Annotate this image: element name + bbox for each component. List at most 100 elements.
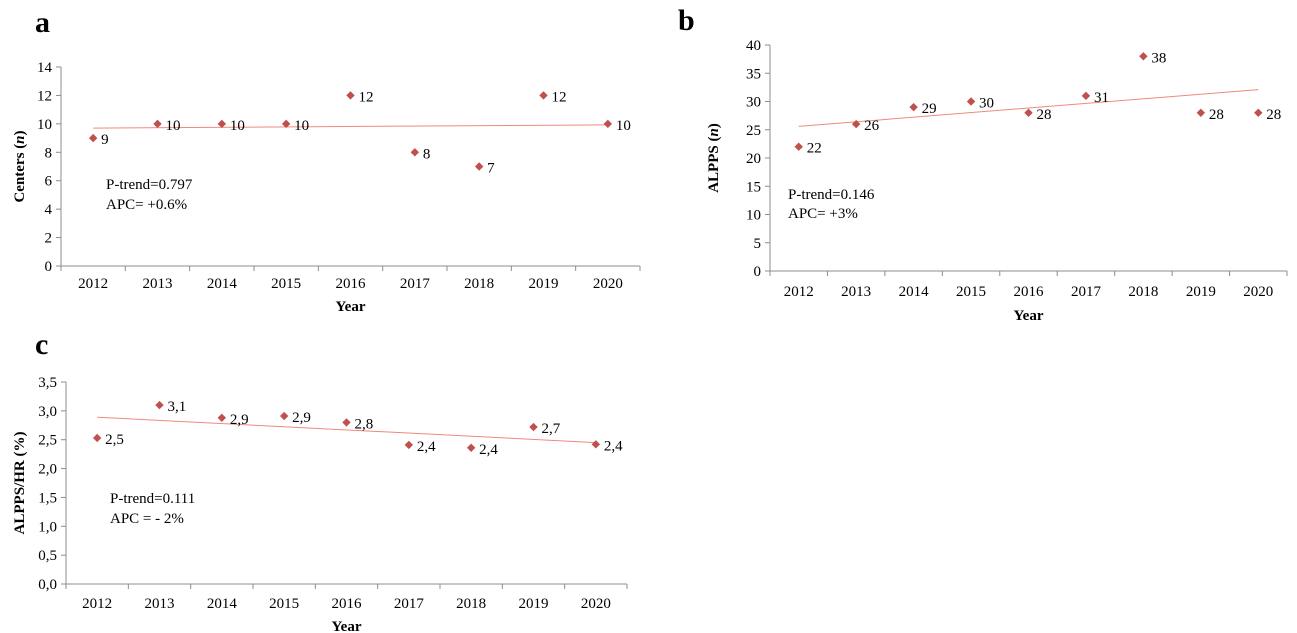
- x-tick-label: 2012: [78, 276, 108, 292]
- y-tick-label: 20: [746, 151, 761, 167]
- y-tick-label: 1,5: [38, 490, 57, 506]
- p-trend-label: P-trend=0.797: [106, 177, 193, 193]
- y-tick-label: 5: [754, 236, 762, 252]
- y-axis-title-text: ALPPS (: [706, 137, 722, 193]
- data-label: 30: [979, 96, 994, 112]
- y-tick-label: 2,0: [38, 462, 57, 478]
- data-label: 2,4: [479, 442, 498, 458]
- data-point: [404, 440, 414, 450]
- y-tick-label: 2: [45, 231, 53, 247]
- data-label: 29: [922, 101, 937, 117]
- y-tick-label: 10: [37, 117, 52, 133]
- data-point: [1254, 108, 1263, 117]
- x-tick-label: 2014: [207, 276, 238, 292]
- x-tick-label: 2020: [593, 276, 623, 292]
- y-tick-label: 4: [45, 202, 53, 218]
- data-label: 22: [807, 141, 822, 157]
- y-tick-label: 12: [37, 88, 52, 104]
- data-label: 38: [1151, 50, 1166, 66]
- data-point: [603, 119, 613, 129]
- y-tick-label: 25: [746, 123, 761, 139]
- data-label: 2,9: [230, 412, 249, 428]
- data-label: 2,4: [604, 438, 623, 454]
- x-tick-label: 2017: [1071, 284, 1102, 300]
- data-label: 10: [166, 118, 181, 134]
- chart-c-svg: c 0,0 0,5 1,0 1,5 2,0 2,5 3,0 3,5 2012 2013 2014 201…: [12, 328, 628, 633]
- data-point: [1024, 108, 1033, 117]
- x-axis-title: Year: [336, 299, 366, 315]
- data-point: [279, 411, 289, 421]
- data-label: 10: [294, 118, 309, 134]
- y-tick-label: 0,5: [38, 548, 57, 564]
- data-point: [342, 418, 351, 427]
- chart-panel-c: c 0,0 0,5 1,0 1,5 2,0 2,5 3,0 3,5 2012 2013 2014 201…: [0, 322, 648, 633]
- chart-b-svg: b 0 5 10 15 20 25 30 35 40 2012 2013 2014 2015 2016 201…: [678, 4, 1288, 324]
- x-tick-label: 2018: [456, 596, 486, 612]
- x-tick-label: 2016: [1014, 284, 1045, 300]
- data-label: 28: [1037, 107, 1052, 123]
- panel-letter-c: c: [35, 328, 48, 361]
- y-tick-label: 14: [37, 60, 53, 76]
- y-tick-label: 8: [45, 145, 53, 161]
- x-tick-label: 2019: [1186, 284, 1216, 300]
- y-axis-title: ALPPS/HR (%): [12, 432, 28, 535]
- data-label: 28: [1266, 107, 1281, 123]
- trend-line: [93, 124, 608, 129]
- trend-line: [798, 89, 1259, 127]
- x-tick-label: 2017: [400, 276, 431, 292]
- apc-label: APC = - 2%: [110, 511, 184, 527]
- y-tick-label: 30: [746, 95, 761, 111]
- data-point: [346, 91, 355, 100]
- x-tick-label: 2016: [336, 276, 367, 292]
- y-tick-label: 3,5: [38, 375, 57, 391]
- x-axis-title: Year: [1014, 308, 1044, 324]
- data-label: 2,4: [417, 439, 436, 455]
- data-point: [909, 102, 918, 112]
- data-label: 2,7: [542, 421, 561, 437]
- data-label: 9: [101, 132, 109, 148]
- data-label: 8: [423, 146, 431, 162]
- x-tick-label: 2012: [82, 596, 112, 612]
- data-point: [281, 119, 291, 129]
- data-label: 28: [1209, 107, 1224, 123]
- data-label: 3,1: [168, 399, 187, 415]
- x-tick-label: 2020: [1243, 284, 1273, 300]
- x-tick-label: 2019: [519, 596, 549, 612]
- x-tick-label: 2013: [145, 596, 175, 612]
- y-axis-title-text: Centers (: [12, 144, 28, 203]
- data-label: 10: [616, 118, 631, 134]
- p-trend-label: P-trend=0.111: [110, 491, 195, 507]
- chart-a-svg: a 0 2 4 6 8 10 12 14 2012 2013 2014 2015 2016 2017 2018…: [12, 6, 641, 315]
- y-tick-label: 15: [746, 179, 761, 195]
- panel-letter-b: b: [678, 4, 695, 37]
- y-tick-label: 35: [746, 66, 761, 82]
- data-point: [1139, 52, 1148, 61]
- data-point: [794, 142, 803, 151]
- y-tick-label: 2,5: [38, 433, 57, 449]
- y-axis-title-italic: n: [12, 135, 28, 143]
- x-tick-label: 2015: [271, 276, 301, 292]
- p-trend-label: P-trend=0.146: [788, 187, 875, 203]
- y-axis-title-close: ): [12, 130, 28, 135]
- y-tick-label: 0: [45, 259, 53, 275]
- data-point: [153, 119, 162, 129]
- x-tick-label: 2018: [1128, 284, 1158, 300]
- data-point: [1196, 108, 1206, 117]
- y-axis-title-text: ALPPS/HR (%): [12, 432, 28, 535]
- trend-line: [97, 416, 596, 444]
- x-axis-title: Year: [332, 619, 362, 633]
- panel-letter-a: a: [35, 6, 50, 39]
- y-tick-label: 6: [45, 174, 53, 190]
- data-label: 26: [864, 118, 880, 134]
- x-tick-label: 2019: [529, 276, 559, 292]
- x-tick-label: 2014: [207, 596, 238, 612]
- data-label: 2,5: [105, 432, 124, 448]
- data-point: [1081, 91, 1091, 101]
- data-label: 2,8: [355, 416, 374, 432]
- x-tick-label: 2015: [269, 596, 299, 612]
- data-label: 10: [230, 118, 245, 134]
- x-tick-label: 2014: [899, 284, 930, 300]
- data-point: [591, 440, 601, 449]
- y-axis-title-close: ): [706, 123, 722, 128]
- data-label: 31: [1094, 90, 1109, 106]
